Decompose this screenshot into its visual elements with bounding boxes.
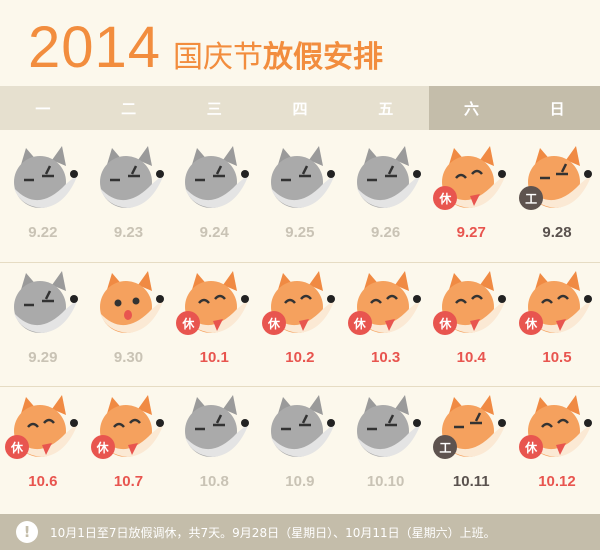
day-date: 9.30 <box>113 349 144 366</box>
weekday-mon: 一 <box>35 99 51 118</box>
day-cell: 工 9.28 <box>514 138 600 262</box>
rest-badge: 休 <box>176 311 201 335</box>
rest-badge: 休 <box>262 311 287 335</box>
day-date: 10.1 <box>199 349 229 366</box>
day-cell: 10.8 <box>171 387 257 511</box>
weekday-sat: 六 <box>428 86 515 130</box>
day-date: 10.4 <box>456 349 486 366</box>
day-date: 10.10 <box>366 473 405 490</box>
wolf-icon <box>265 393 337 465</box>
day-cell: 休 10.4 <box>428 263 514 387</box>
rest-badge: 休 <box>519 435 544 459</box>
day-cell: 休 10.12 <box>514 387 600 511</box>
day-cell: 9.29 <box>0 263 86 387</box>
rest-badge: 休 <box>347 311 372 335</box>
footer-note-text: 10月1日至7日放假调休，共7天。9月28日（星期日）、10月11日（星期六）上… <box>50 525 496 540</box>
day-date: 10.6 <box>28 473 58 490</box>
day-date: 10.8 <box>199 473 229 490</box>
calendar-grid: 9.22 9.23 9.24 9.25 9.26 休 9.27 工 9.28 9.29 9.30 休 1… <box>0 138 600 510</box>
rest-badge: 休 <box>519 311 544 335</box>
calendar-week-row: 9.29 9.30 休 10.1 休 10.2 休 10.3 休 10.4 休 10.5 <box>0 262 600 386</box>
wolf-icon <box>179 144 251 216</box>
day-date: 9.22 <box>28 224 58 241</box>
day-date: 10.5 <box>542 349 572 366</box>
day-cell: 休 10.5 <box>514 263 600 387</box>
wolf-icon <box>351 144 423 216</box>
calendar-week-row: 9.22 9.23 9.24 9.25 9.26 休 9.27 工 9.28 <box>0 138 600 262</box>
fox-happy-icon <box>522 269 594 341</box>
day-cell: 休 9.27 <box>428 138 514 262</box>
day-date: 9.27 <box>456 224 486 241</box>
weekday-thu: 四 <box>292 99 308 118</box>
day-cell: 9.24 <box>171 138 257 262</box>
day-cell: 休 10.1 <box>171 263 257 387</box>
title-year: 2014 <box>28 15 162 80</box>
wolf-icon <box>179 393 251 465</box>
day-date: 10.12 <box>538 473 576 490</box>
weekday-tue: 二 <box>121 99 137 118</box>
title-arrangement: 放假安排 <box>263 40 384 75</box>
wolf-icon <box>8 269 80 341</box>
day-cell: 9.25 <box>257 138 343 262</box>
rest-badge: 休 <box>433 311 458 335</box>
calendar-week-row: 休 10.6 休 10.7 10.8 10.9 10.10 工 10.11 休 10.12 <box>0 386 600 510</box>
wolf-icon <box>351 393 423 465</box>
rest-badge: 休 <box>5 435 29 459</box>
day-date: 9.28 <box>542 224 572 241</box>
weekday-sun: 日 <box>514 86 600 130</box>
day-cell: 休 10.3 <box>343 263 429 387</box>
day-date: 10.2 <box>285 349 315 366</box>
footer-note: ! 10月1日至7日放假调休，共7天。9月28日（星期日）、10月11日（星期六… <box>0 514 600 550</box>
wolf-icon <box>8 144 80 216</box>
day-cell: 9.26 <box>343 138 429 262</box>
rest-badge: 休 <box>90 435 115 459</box>
info-icon: ! <box>16 521 38 543</box>
day-cell: 9.23 <box>86 138 172 262</box>
day-date: 10.7 <box>113 473 144 490</box>
weekday-wed: 三 <box>206 99 222 118</box>
wolf-icon <box>265 144 337 216</box>
day-date: 10.3 <box>370 349 401 366</box>
day-cell: 9.30 <box>86 263 172 387</box>
day-cell: 休 10.2 <box>257 263 343 387</box>
day-cell: 休 10.6 <box>0 387 86 511</box>
weekday-fri: 五 <box>378 99 394 118</box>
day-date: 10.11 <box>452 473 490 490</box>
day-date: 10.9 <box>285 473 315 490</box>
weekday-header: 一 二 三 四 五 六 日 <box>0 86 600 130</box>
day-cell: 10.9 <box>257 387 343 511</box>
day-date: 9.24 <box>199 224 229 241</box>
day-cell: 休 10.7 <box>86 387 172 511</box>
day-date: 9.25 <box>285 224 315 241</box>
title-holiday: 国庆节 <box>173 40 264 75</box>
day-cell: 10.10 <box>343 387 429 511</box>
day-date: 9.26 <box>370 224 401 241</box>
work-badge: 工 <box>519 186 544 210</box>
wolf-icon <box>94 144 166 216</box>
rest-badge: 休 <box>433 186 458 210</box>
day-date: 9.23 <box>113 224 144 241</box>
work-badge: 工 <box>433 435 458 459</box>
fox-excited-icon <box>94 269 166 341</box>
day-cell: 9.22 <box>0 138 86 262</box>
page-title: 2014 国庆节 放假安排 <box>28 14 383 84</box>
day-cell: 工 10.11 <box>428 387 514 511</box>
day-date: 9.29 <box>28 349 58 366</box>
